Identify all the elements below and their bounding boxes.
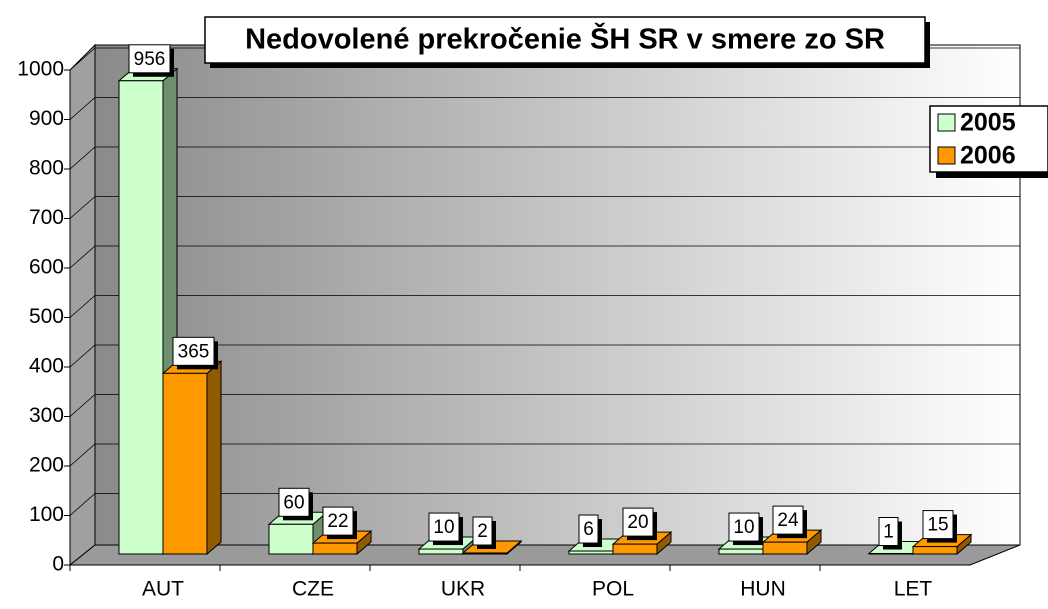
x-tick-label: POL — [592, 578, 634, 601]
bar-front — [718, 548, 764, 555]
bar-front — [312, 542, 358, 555]
y-tick-label: 100 — [29, 503, 64, 526]
bar-front — [118, 80, 164, 555]
legend-swatch — [937, 113, 956, 132]
legend-label: 2006 — [960, 142, 1016, 170]
side-wall — [69, 43, 96, 567]
value-label-box — [622, 507, 654, 537]
value-label-box — [772, 505, 804, 535]
value-label-box — [878, 517, 899, 547]
bar-front — [612, 543, 658, 555]
title-box — [204, 16, 926, 64]
value-label: 60 — [283, 492, 304, 513]
value-label-box — [922, 510, 954, 540]
value-label: 10 — [733, 517, 754, 538]
y-tick-label: 500 — [29, 305, 64, 328]
bar-front — [568, 550, 614, 555]
bar-front — [162, 372, 208, 555]
x-tick-label: LET — [894, 578, 933, 601]
x-tick-label: HUN — [740, 578, 786, 601]
legend-label: 2005 — [960, 109, 1016, 137]
value-label: 2 — [477, 521, 488, 542]
y-tick-label: 900 — [29, 107, 64, 130]
value-label: 10 — [433, 517, 454, 538]
bar-front — [462, 552, 508, 555]
x-tick-label: AUT — [142, 578, 184, 601]
back-wall — [94, 44, 1021, 546]
grid-line — [69, 196, 1020, 219]
bar-side — [206, 360, 222, 556]
grid-line — [69, 245, 1020, 269]
x-tick-label: UKR — [441, 578, 485, 601]
value-label-box — [728, 512, 760, 542]
value-label: 24 — [777, 510, 799, 531]
value-label-box — [428, 512, 460, 542]
y-tick-label: 200 — [29, 454, 64, 477]
legend-swatch — [937, 146, 956, 165]
value-label-box — [128, 44, 171, 74]
y-tick-label: 700 — [29, 206, 64, 229]
value-label: 20 — [627, 512, 648, 533]
value-label-box — [172, 336, 215, 366]
grid-line — [69, 394, 1020, 417]
x-tick-label: CZE — [292, 578, 334, 601]
value-label-box — [278, 487, 310, 517]
chart-title: Nedovolené prekročenie ŠH SR v smere zo … — [245, 22, 885, 56]
value-label-box — [322, 506, 354, 536]
value-label: 6 — [583, 519, 594, 540]
y-tick-label: 0 — [52, 553, 64, 576]
grid-line — [69, 493, 1020, 516]
value-label: 956 — [134, 49, 166, 70]
value-label: 365 — [178, 341, 210, 362]
grid-line — [69, 443, 1020, 467]
bar-front — [418, 548, 464, 555]
bar-front — [268, 523, 314, 555]
grid-line — [69, 344, 1020, 368]
value-label: 22 — [327, 511, 348, 532]
bar — [161, 360, 223, 556]
y-tick-label: 800 — [29, 157, 64, 180]
y-tick-label: 1000 — [17, 58, 64, 81]
grid-line — [69, 295, 1020, 318]
y-tick-label: 300 — [29, 404, 64, 427]
value-label-box — [472, 516, 493, 546]
value-label: 1 — [883, 522, 894, 543]
value-label: 15 — [927, 515, 948, 536]
value-label-box — [578, 514, 599, 544]
grid-line — [69, 97, 1020, 120]
bar-front — [762, 541, 808, 555]
bar-front — [912, 546, 958, 555]
grid-line — [69, 146, 1020, 170]
y-tick-label: 600 — [29, 256, 64, 279]
y-tick-label: 400 — [29, 355, 64, 378]
